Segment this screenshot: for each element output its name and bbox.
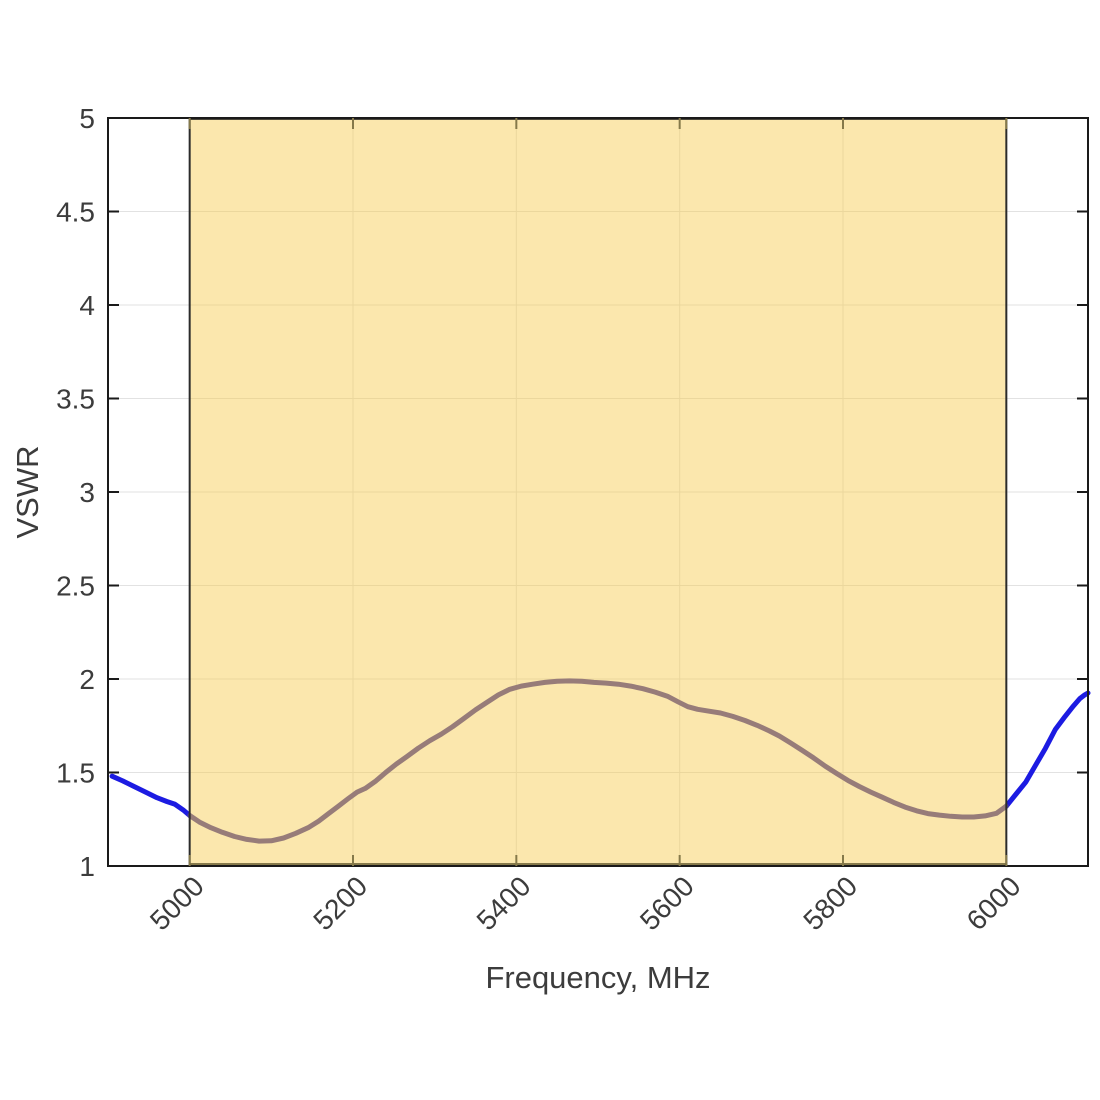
y-tick-label: 1	[79, 851, 95, 882]
y-tick-label: 3	[79, 477, 95, 508]
vswr-curve-band-segment	[187, 678, 1009, 844]
y-tick-label: 3.5	[56, 384, 95, 415]
y-tick-label: 2	[79, 664, 95, 695]
x-tick-label: 6000	[961, 870, 1027, 936]
y-tick-label: 2.5	[56, 571, 95, 602]
band-fill	[189, 118, 1007, 866]
vswr-curve-right-segment	[1003, 690, 1091, 809]
x-tick-label: 5600	[634, 870, 700, 936]
x-axis-label: Frequency, MHz	[485, 960, 710, 995]
y-tick-label: 1.5	[56, 758, 95, 789]
y-axis-label: VSWR	[10, 446, 45, 539]
vswr-curve-left-segment	[109, 773, 193, 818]
y-tick-label: 5	[79, 103, 95, 134]
x-tick-label: 5800	[797, 870, 863, 936]
axis-ticks	[108, 117, 1088, 867]
vswr-curve	[109, 678, 1091, 844]
y-tick-label: 4.5	[56, 197, 95, 228]
highlight-band	[188, 118, 1008, 866]
y-tick-label: 4	[79, 290, 95, 321]
x-tick-label: 5400	[471, 870, 537, 936]
x-tick-label: 5000	[144, 870, 210, 936]
x-tick-label: 5200	[307, 870, 373, 936]
